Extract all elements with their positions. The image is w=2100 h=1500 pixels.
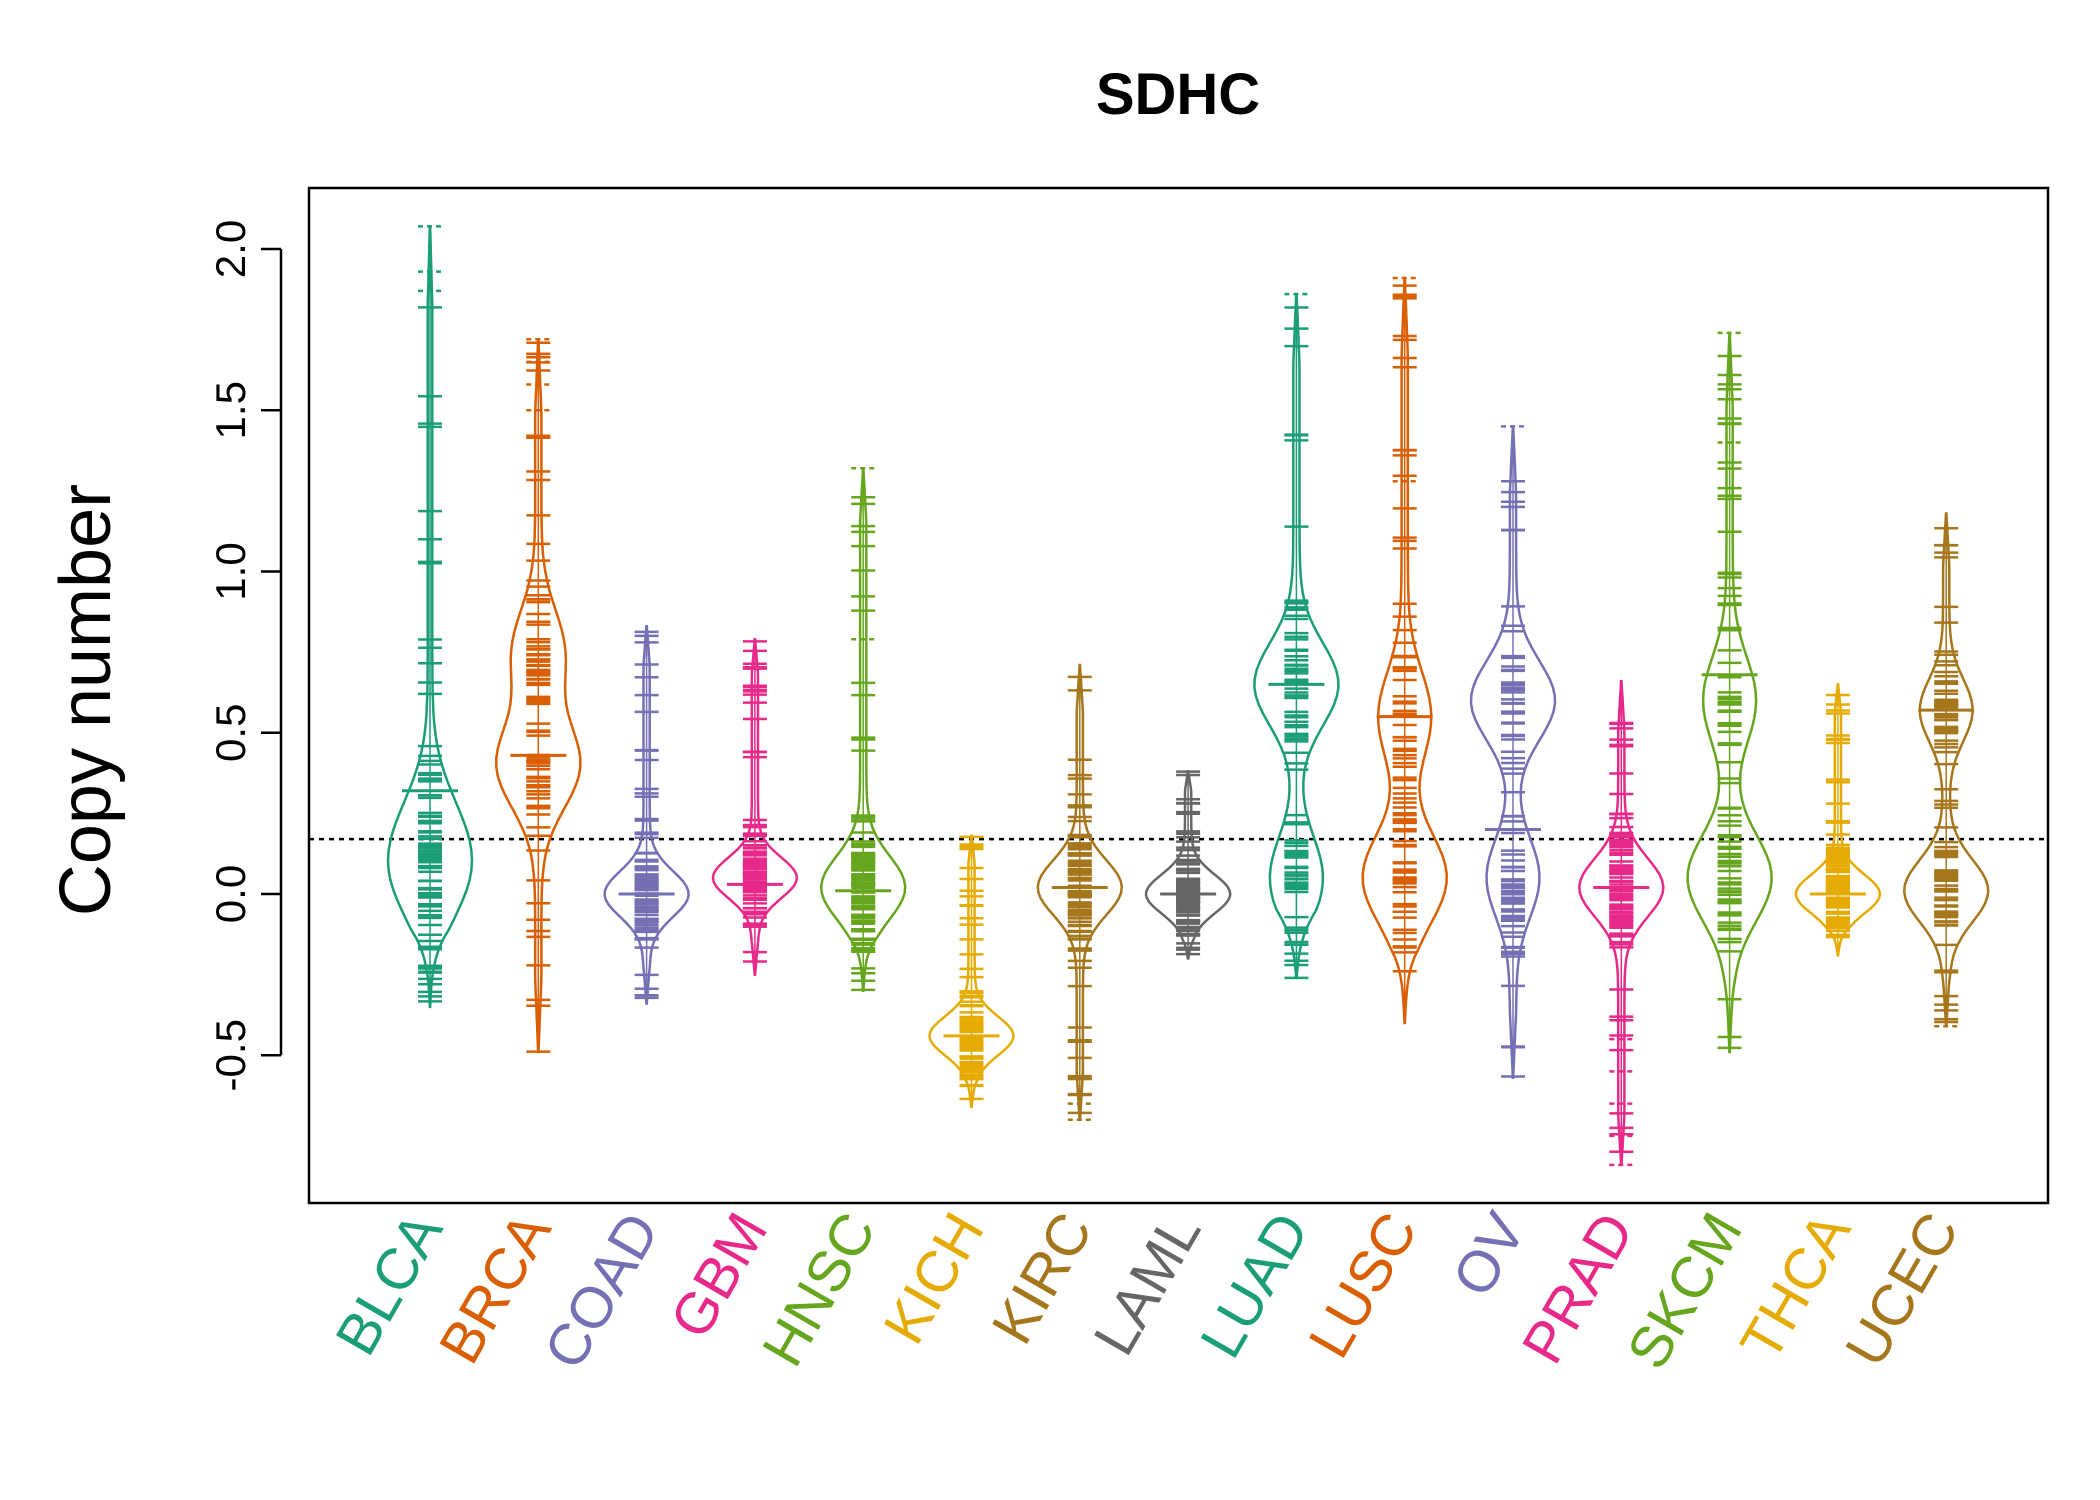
y-tick-label: 2.0 bbox=[207, 220, 254, 278]
beans-group bbox=[386, 225, 1990, 1167]
plot-frame bbox=[307, 186, 2050, 1205]
x-tick-label-ov: OV bbox=[1440, 1202, 1538, 1307]
x-tick-label-ucec: UCEC bbox=[1833, 1202, 1971, 1377]
bean-coad bbox=[603, 625, 690, 1005]
bean-hnsc bbox=[819, 467, 907, 993]
bean-lusc bbox=[1361, 276, 1448, 1025]
y-tick-label: 1.5 bbox=[207, 381, 254, 439]
x-tick-label-laml: LAML bbox=[1081, 1202, 1213, 1366]
bean-brca bbox=[495, 338, 582, 1054]
bean-kirc bbox=[1036, 663, 1124, 1122]
bean-density-gbm bbox=[711, 637, 799, 976]
y-tick-label: 0.0 bbox=[207, 865, 254, 923]
chart-title: SDHC bbox=[1096, 62, 1260, 127]
bean-thca bbox=[1794, 683, 1882, 957]
bean-ucec bbox=[1902, 512, 1990, 1028]
bean-density-kirc bbox=[1036, 663, 1124, 1122]
bean-density-prad bbox=[1578, 679, 1665, 1167]
x-tick-label-luad: LUAD bbox=[1188, 1202, 1322, 1368]
bean-gbm bbox=[711, 637, 799, 976]
bean-ov bbox=[1469, 425, 1557, 1080]
bean-laml bbox=[1144, 770, 1232, 960]
x-tick-label-lusc: LUSC bbox=[1296, 1202, 1430, 1368]
y-tick-label: 1.0 bbox=[207, 542, 254, 600]
bean-prad bbox=[1578, 679, 1665, 1167]
bean-kich bbox=[928, 834, 1015, 1109]
x-tick-label-hnsc: HNSC bbox=[750, 1202, 888, 1377]
y-tick-label: 0.5 bbox=[207, 704, 254, 762]
x-tick-label-kich: KICH bbox=[871, 1202, 997, 1355]
bean-blca bbox=[386, 225, 474, 1009]
y-tick-label: -0.5 bbox=[207, 1019, 254, 1091]
y-axis: -0.5 0.0 0.5 1.0 1.5 2.0 bbox=[207, 220, 283, 1091]
bean-luad bbox=[1253, 292, 1340, 980]
bean-density-coad bbox=[603, 625, 690, 1005]
y-axis-label: Copy number bbox=[46, 484, 126, 916]
bean-skcm bbox=[1686, 331, 1773, 1054]
